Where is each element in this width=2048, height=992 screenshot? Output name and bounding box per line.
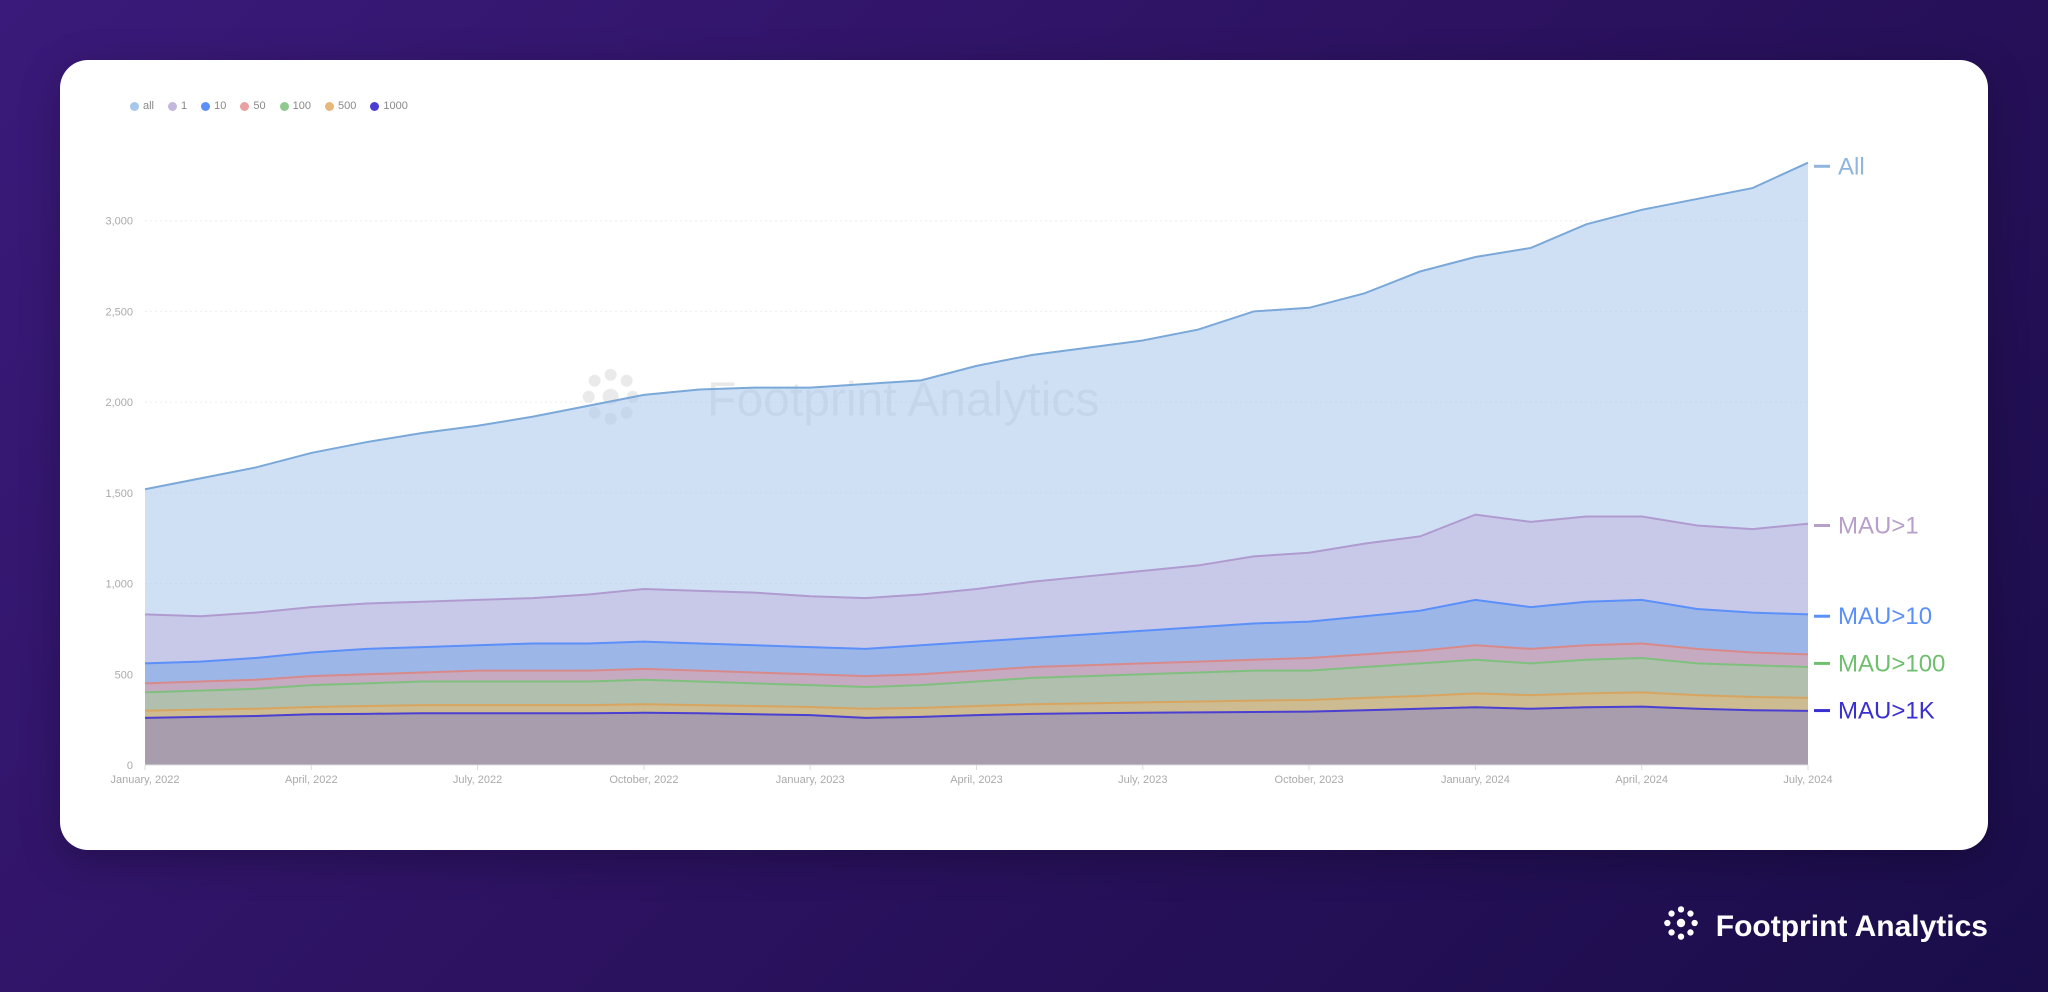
legend-label: 100: [293, 100, 311, 112]
x-axis-label: October, 2022: [609, 774, 678, 786]
side-label: MAU>100: [1838, 650, 1945, 677]
chart-container: all110501005001000 05001,0001,5002,0002,…: [90, 90, 1958, 820]
legend-dot-icon: [280, 102, 289, 111]
legend-dot-icon: [325, 102, 334, 111]
legend-label: 1000: [383, 100, 407, 112]
x-axis-label: April, 2024: [1615, 774, 1668, 786]
legend-label: 1: [181, 100, 187, 112]
legend-item-500[interactable]: 500: [325, 100, 356, 112]
legend-dot-icon: [130, 102, 139, 111]
side-label: MAU>10: [1838, 603, 1932, 630]
x-axis-label: January, 2023: [776, 774, 845, 786]
x-axis-label: July, 2023: [1118, 774, 1167, 786]
y-axis-label: 2,000: [105, 397, 133, 409]
y-axis-label: 3,000: [105, 216, 133, 228]
legend-dot-icon: [201, 102, 210, 111]
side-label: All: [1838, 153, 1865, 180]
side-label: MAU>1K: [1838, 698, 1935, 725]
legend-item-1000[interactable]: 1000: [370, 100, 407, 112]
legend-label: 500: [338, 100, 356, 112]
side-label: MAU>1: [1838, 513, 1919, 540]
brand-logo-icon: [1660, 902, 1702, 952]
legend-item-all[interactable]: all: [130, 100, 154, 112]
legend-item-1[interactable]: 1: [168, 100, 187, 112]
x-axis-label: October, 2023: [1275, 774, 1344, 786]
legend-item-50[interactable]: 50: [240, 100, 265, 112]
x-axis-label: July, 2024: [1783, 774, 1832, 786]
x-axis-label: April, 2023: [950, 774, 1003, 786]
chart-legend: all 1 10 50 100 500 1000: [130, 100, 408, 112]
y-axis-label: 1,500: [105, 488, 133, 500]
area-chart: 05001,0001,5002,0002,5003,000Footprint A…: [90, 90, 1958, 820]
brand-footer: Footprint Analytics: [1660, 902, 1988, 952]
chart-card: all 1 10 50 100 500 1000 0 500 1,000 1,500 2,000 2,…: [60, 60, 1988, 850]
legend-dot-icon: [168, 102, 177, 111]
brand-name: Footprint Analytics: [1716, 910, 1988, 944]
legend-label: 10: [214, 100, 226, 112]
x-axis-label: January, 2024: [1441, 774, 1510, 786]
x-axis-label: July, 2022: [453, 774, 502, 786]
y-axis-label: 500: [115, 669, 133, 681]
legend-label: all: [143, 100, 154, 112]
x-axis-label: April, 2022: [285, 774, 338, 786]
legend-dot-icon: [240, 102, 249, 111]
legend-item-100[interactable]: 100: [280, 100, 311, 112]
y-axis-label: 1,000: [105, 579, 133, 591]
legend-label: 50: [253, 100, 265, 112]
page-background: all 1 10 50 100 500 1000 0 500 1,000 1,500 2,000 2,…: [0, 0, 2048, 992]
legend-item-10[interactable]: 10: [201, 100, 226, 112]
legend-dot-icon: [370, 102, 379, 111]
x-axis-label: January, 2022: [111, 774, 180, 786]
y-axis-label: 0: [127, 760, 133, 772]
y-axis-label: 2,500: [105, 306, 133, 318]
